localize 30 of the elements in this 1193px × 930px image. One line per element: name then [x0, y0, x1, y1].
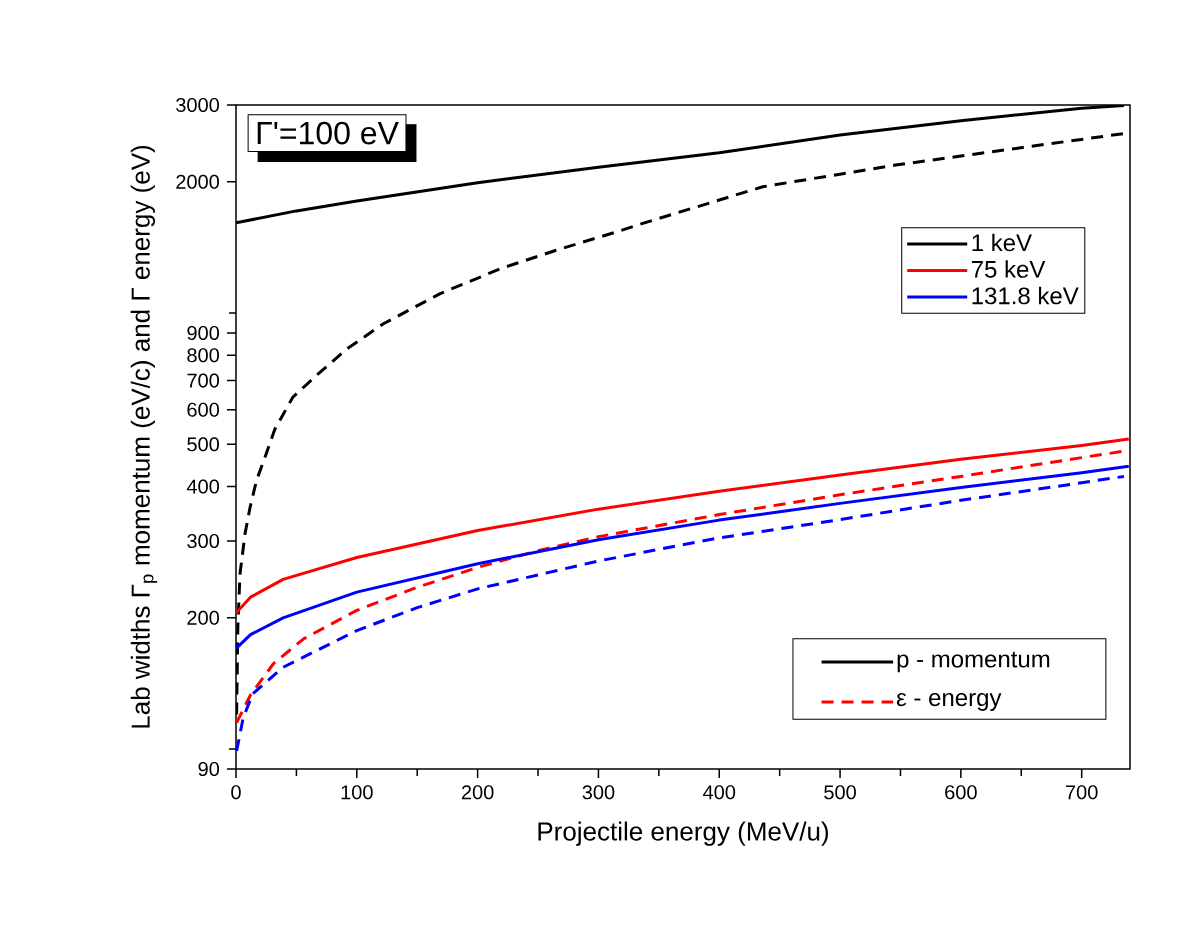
x-tick-label: 300	[582, 785, 615, 800]
line-series	[236, 474, 1126, 753]
annotation: ε - energy	[896, 692, 1002, 711]
y-tick-label: 2000	[176, 174, 220, 189]
annotation: Γ'=100 eV	[257, 121, 399, 145]
x-tick-label: 600	[945, 785, 977, 800]
line-series	[236, 437, 1131, 615]
y-tick-label: 3000	[176, 97, 220, 113]
y-tick-label: 900	[187, 325, 220, 341]
y-tick-label: 200	[187, 610, 220, 625]
x-axis-title: Projectile energy (MeV/u)	[538, 821, 828, 846]
y-tick-label: 90	[198, 761, 220, 777]
y-tick-label: 500	[187, 437, 220, 452]
x-tick-label: 400	[703, 785, 736, 800]
legend-label: 75 keV	[971, 260, 1046, 278]
x-tick-label: 200	[461, 785, 494, 800]
x-tick-label: 700	[1066, 785, 1098, 800]
y-tick-label: 800	[187, 348, 220, 363]
legend-label: 131.8 keV	[972, 286, 1079, 305]
x-tick-label: 500	[824, 785, 856, 800]
y-axis-title: Lab widths Γ$_{p}$ momentum (eV/c) and Γ energy (eV)	[130, 145, 158, 728]
x-tick-label: 100	[341, 785, 373, 800]
annotation: p - momentum	[897, 651, 1050, 673]
y-tick-label: 600	[187, 402, 220, 417]
x-tick-label: 0	[231, 785, 241, 800]
line-series	[236, 464, 1131, 651]
y-tick-label: 400	[186, 479, 220, 494]
legend-label: 1 keV	[972, 233, 1032, 252]
y-tick-label: 300	[187, 533, 220, 549]
y-tick-label: 700	[187, 373, 220, 388]
